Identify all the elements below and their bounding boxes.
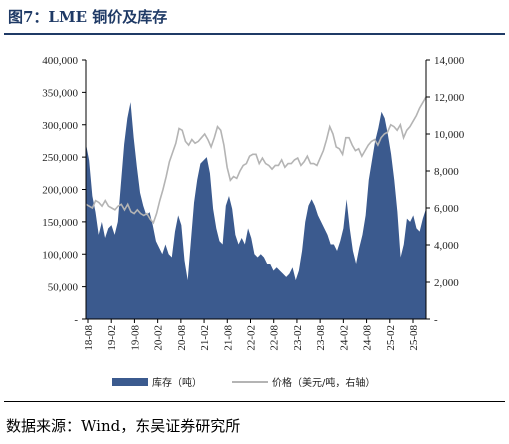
x-tick-label: 21-02 — [199, 325, 211, 351]
source-rule — [4, 401, 505, 402]
x-tick-label: 18-08 — [83, 325, 95, 351]
plot-area — [85, 96, 427, 319]
chart-title: 图7：LME 铜价及库存 — [8, 8, 168, 26]
x-tick-label: 25-02 — [385, 325, 397, 351]
x-tick-label: 24-08 — [362, 325, 374, 351]
right-tick-label: 14,000 — [434, 55, 465, 67]
x-tick-label: 21-08 — [222, 325, 234, 351]
legend: 库存（吨） 价格（美元/吨，右轴） — [112, 376, 375, 389]
x-tick-label: 22-02 — [246, 325, 258, 351]
x-tick-label: 19-08 — [129, 325, 141, 351]
legend-label-inventory: 库存（吨） — [152, 376, 202, 389]
right-tick-label: 12,000 — [434, 92, 465, 104]
title-rule — [4, 33, 505, 35]
right-tick-label: 8,000 — [434, 166, 459, 178]
left-tick-label: 150,000 — [42, 217, 78, 229]
left-tick-label: 400,000 — [42, 55, 78, 67]
right-tick-label: 6,000 — [434, 203, 459, 215]
price-line — [85, 96, 427, 225]
inventory-area — [86, 102, 426, 319]
right-tick-label: 2,000 — [434, 277, 459, 289]
x-tick-label: 25-08 — [408, 325, 420, 351]
x-tick-label: 20-08 — [176, 325, 188, 351]
x-tick-label: 20-02 — [153, 325, 165, 351]
axes: - 50,000 100,000 150,000 200,000 250,000 300,0… — [42, 55, 465, 351]
x-tick-label: 23-08 — [315, 325, 327, 351]
legend-label-price: 价格（美元/吨，右轴） — [272, 376, 375, 389]
chart: - 50,000 100,000 150,000 200,000 250,000 300,0… — [42, 55, 465, 389]
left-tick-label: - — [74, 314, 78, 326]
x-tick-label: 22-08 — [269, 325, 281, 351]
right-tick-label: 10,000 — [434, 129, 465, 141]
x-tick-label: 23-02 — [292, 325, 304, 351]
left-tick-label: 50,000 — [48, 282, 79, 294]
right-tick-label: 4,000 — [434, 240, 459, 252]
x-tick-label: 19-02 — [106, 325, 118, 351]
left-tick-label: 350,000 — [42, 87, 78, 99]
left-tick-label: 300,000 — [42, 120, 78, 132]
legend-swatch-inventory — [112, 378, 148, 386]
right-tick-label: - — [434, 314, 438, 326]
left-tick-label: 100,000 — [42, 249, 78, 261]
x-tick-label: 24-02 — [338, 325, 350, 351]
left-tick-label: 250,000 — [42, 152, 78, 164]
left-tick-label: 200,000 — [42, 185, 78, 197]
source-note: 数据来源：Wind，东吴证券研究所 — [6, 417, 241, 435]
